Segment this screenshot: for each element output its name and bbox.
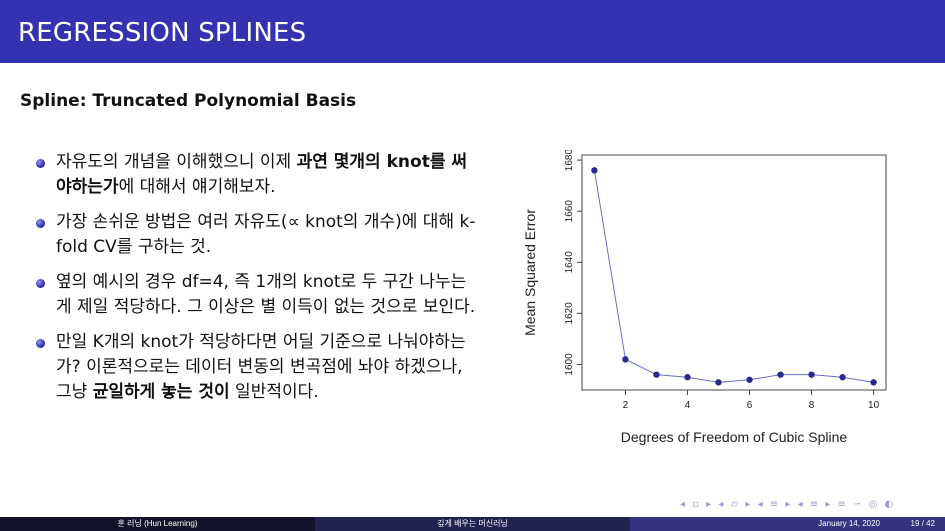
mse-line-chart: 2 4 6 8 10 1600 1620 1640 1660 1680 Degrees of Fre… xyxy=(522,150,887,445)
y-tick-label: 1680 xyxy=(564,150,575,171)
x-tick-label: 10 xyxy=(868,400,880,411)
x-tick-label: 2 xyxy=(623,400,629,411)
slide-subtitle: Spline: Truncated Polynomial Basis xyxy=(20,91,357,111)
bullet-dot-icon xyxy=(36,159,45,168)
bullet-dot-icon xyxy=(36,279,45,288)
y-tick-label: 1620 xyxy=(564,302,575,325)
bullet-dot-icon xyxy=(36,339,45,348)
y-tick-label: 1640 xyxy=(564,251,575,274)
data-point xyxy=(622,356,629,363)
data-point xyxy=(870,379,877,386)
data-point xyxy=(777,371,784,378)
slide-footer: 훈 러닝 (Hun Learning) 깊게 배우는 머신러닝 January … xyxy=(0,517,945,531)
x-tick-label: 4 xyxy=(685,400,691,411)
slide-header: REGRESSION SPLINES xyxy=(0,0,945,63)
slide-title: REGRESSION SPLINES xyxy=(18,18,307,48)
bullet-item: 만일 K개의 knot가 적당하다면 어딜 기준으로 나눠야하는가? 이론적으로… xyxy=(36,330,476,405)
data-point xyxy=(653,371,660,378)
bullet-list: 자유도의 개념을 이해했으니 이제 과연 몇개의 knot를 써야하는가에 대해… xyxy=(36,150,476,415)
x-tick-label: 6 xyxy=(747,400,753,411)
bullet-text: 일반적이다. xyxy=(229,382,319,402)
beamer-navigation-icons[interactable]: ◂ ▫ ▸ ◂ ▱ ▸ ◂ ≡ ▸ ◂ ≡ ▸ ≡ ∽ ◎ ◐ xyxy=(680,499,896,510)
data-point xyxy=(808,371,815,378)
series-line xyxy=(593,170,874,383)
bullet-bold-text: 균일하게 놓는 것이 xyxy=(92,382,230,402)
plot-frame xyxy=(581,154,887,391)
data-point xyxy=(715,379,722,386)
y-tick-label: 1660 xyxy=(564,200,575,223)
bullet-bold-text: 과연 몇개의 knot를 써야하는가 xyxy=(56,152,468,197)
bullet-item: 가장 손쉬운 방법은 여러 자유도(∝ knot의 개수)에 대해 k-fold… xyxy=(36,210,476,260)
bullet-item: 자유도의 개념을 이해했으니 이제 과연 몇개의 knot를 써야하는가에 대해… xyxy=(36,150,476,200)
data-point xyxy=(684,374,691,381)
bullet-text: 에 대해서 얘기해보자. xyxy=(118,177,276,197)
data-point xyxy=(591,167,598,174)
bullet-dot-icon xyxy=(36,219,45,228)
data-point xyxy=(839,374,846,381)
y-tick-label: 1600 xyxy=(564,353,575,376)
y-axis-label: Mean Squared Error xyxy=(522,209,538,336)
bullet-text: 만일 K개의 knot가 적당하다면 어딜 기준으로 나눠야하는가? 이론적으로… xyxy=(56,332,466,402)
x-axis-label: Degrees of Freedom of Cubic Spline xyxy=(621,429,848,445)
bullet-item: 옆의 예시의 경우 df=4, 즉 1개의 knot로 두 구간 나누는게 제일… xyxy=(36,270,476,320)
footer-page-number: 19 / 42 xyxy=(910,519,935,528)
x-tick-label: 8 xyxy=(809,400,815,411)
footer-author: 훈 러닝 (Hun Learning) xyxy=(0,517,315,531)
bullet-text: 옆의 예시의 경우 df=4, 즉 1개의 knot로 두 구간 나누는게 제일… xyxy=(56,272,476,317)
footer-right: January 14, 2020 19 / 42 xyxy=(630,517,945,531)
data-point xyxy=(746,376,753,383)
bullet-text: 자유도의 개념을 이해했으니 이제 xyxy=(56,152,297,172)
footer-date: January 14, 2020 xyxy=(818,519,880,528)
bullet-text: 가장 손쉬운 방법은 여러 자유도(∝ knot의 개수)에 대해 k-fold… xyxy=(56,212,476,257)
footer-center-title: 깊게 배우는 머신러닝 xyxy=(315,517,630,531)
